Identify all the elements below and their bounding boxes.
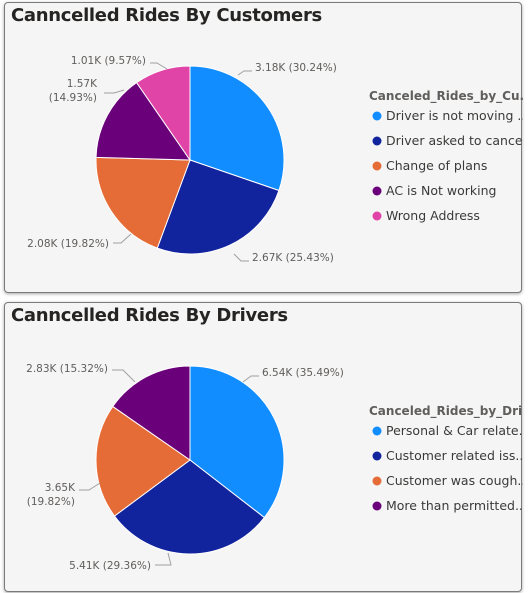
pie-slice[interactable]: [95, 81, 191, 161]
legend-label: Driver is not moving ...: [386, 108, 523, 123]
customer-cancellations-card: Canncelled Rides By Customers 3.18K (30.…: [4, 2, 524, 293]
legend-label: Personal & Car relate...: [386, 423, 523, 438]
legend-label: More than permitted...: [386, 498, 523, 513]
data-label: 6.54K (35.49%): [262, 367, 344, 379]
legend-label: Change of plans: [386, 158, 487, 173]
leader-line: [155, 552, 172, 566]
legend-label: Customer related iss...: [386, 448, 523, 463]
data-label: 2.83K (15.32%): [26, 363, 108, 375]
legend-item[interactable]: Customer related iss...: [372, 448, 524, 463]
pie-slice[interactable]: [112, 365, 191, 461]
pie-slices: [95, 65, 285, 255]
legend-label: Driver asked to cancel: [386, 133, 523, 148]
leader-line: [233, 253, 249, 262]
legend-item[interactable]: More than permitted...: [372, 498, 524, 513]
leader-line: [242, 375, 259, 383]
data-label: 1.57K (14.93%): [49, 78, 98, 104]
data-label: 3.65K (19.82%): [27, 482, 76, 508]
chart-title: Canncelled Rides By Drivers: [11, 305, 288, 326]
pie-slice[interactable]: [156, 159, 280, 255]
customer-cancellations-pie: 3.18K (30.24%) 2.67K (25.43%) 2.08K (19.82…: [27, 55, 524, 264]
legend-marker: [372, 186, 382, 196]
driver-cancellations-card: Canncelled Rides By Drivers 6.54K (35.49…: [4, 302, 524, 592]
leader-line: [113, 233, 132, 244]
pie-slice[interactable]: [113, 459, 266, 555]
driver-cancellations-pie: 6.54K (35.49%) 5.41K (29.36%) 3.65K (19.82%…: [26, 363, 524, 572]
legend-marker: [372, 161, 382, 171]
legend-item[interactable]: Driver is not moving ...: [372, 108, 524, 123]
data-label: 1.01K (9.57%): [71, 55, 146, 67]
legend-marker: [372, 136, 382, 146]
pie-slice[interactable]: [189, 365, 285, 519]
legend-marker: [372, 451, 382, 461]
legend-marker: [372, 111, 382, 121]
legend-item[interactable]: Wrong Address: [372, 208, 480, 223]
legend-title: Canceled_Rides_by_Cu...: [369, 89, 523, 104]
leader-line: [79, 482, 101, 491]
legend-marker: [372, 476, 382, 486]
pie-slices: [95, 365, 285, 555]
pie-slice[interactable]: [95, 156, 191, 249]
pie-slice[interactable]: [135, 65, 191, 162]
pie-slice[interactable]: [189, 65, 285, 192]
data-label: 2.08K (19.82%): [27, 238, 109, 250]
legend-label: Customer was cough...: [386, 473, 523, 488]
leader-line: [104, 89, 125, 94]
chart-title: Canncelled Rides By Customers: [11, 5, 322, 26]
data-label: 5.41K (29.36%): [69, 560, 151, 572]
legend-label: Wrong Address: [386, 208, 480, 223]
data-label: 2.67K (25.43%): [252, 252, 334, 264]
legend-item[interactable]: AC is Not working: [372, 183, 497, 198]
legend-item[interactable]: Customer was cough...: [372, 473, 524, 488]
leader-line: [150, 62, 168, 70]
leader-line: [237, 70, 252, 76]
leader-line: [112, 369, 136, 383]
legend-item[interactable]: Driver asked to cancel: [372, 133, 524, 148]
legend-label: AC is Not working: [386, 183, 496, 198]
legend-item[interactable]: Personal & Car relate...: [372, 423, 524, 438]
legend-marker: [372, 211, 382, 221]
legend-title: Canceled_Rides_by_Dri...: [369, 404, 523, 419]
legend-item[interactable]: Change of plans: [372, 158, 488, 173]
data-label: 3.18K (30.24%): [255, 62, 337, 74]
legend-marker: [372, 501, 382, 511]
legend-marker: [372, 426, 382, 436]
pie-slice[interactable]: [95, 405, 191, 517]
